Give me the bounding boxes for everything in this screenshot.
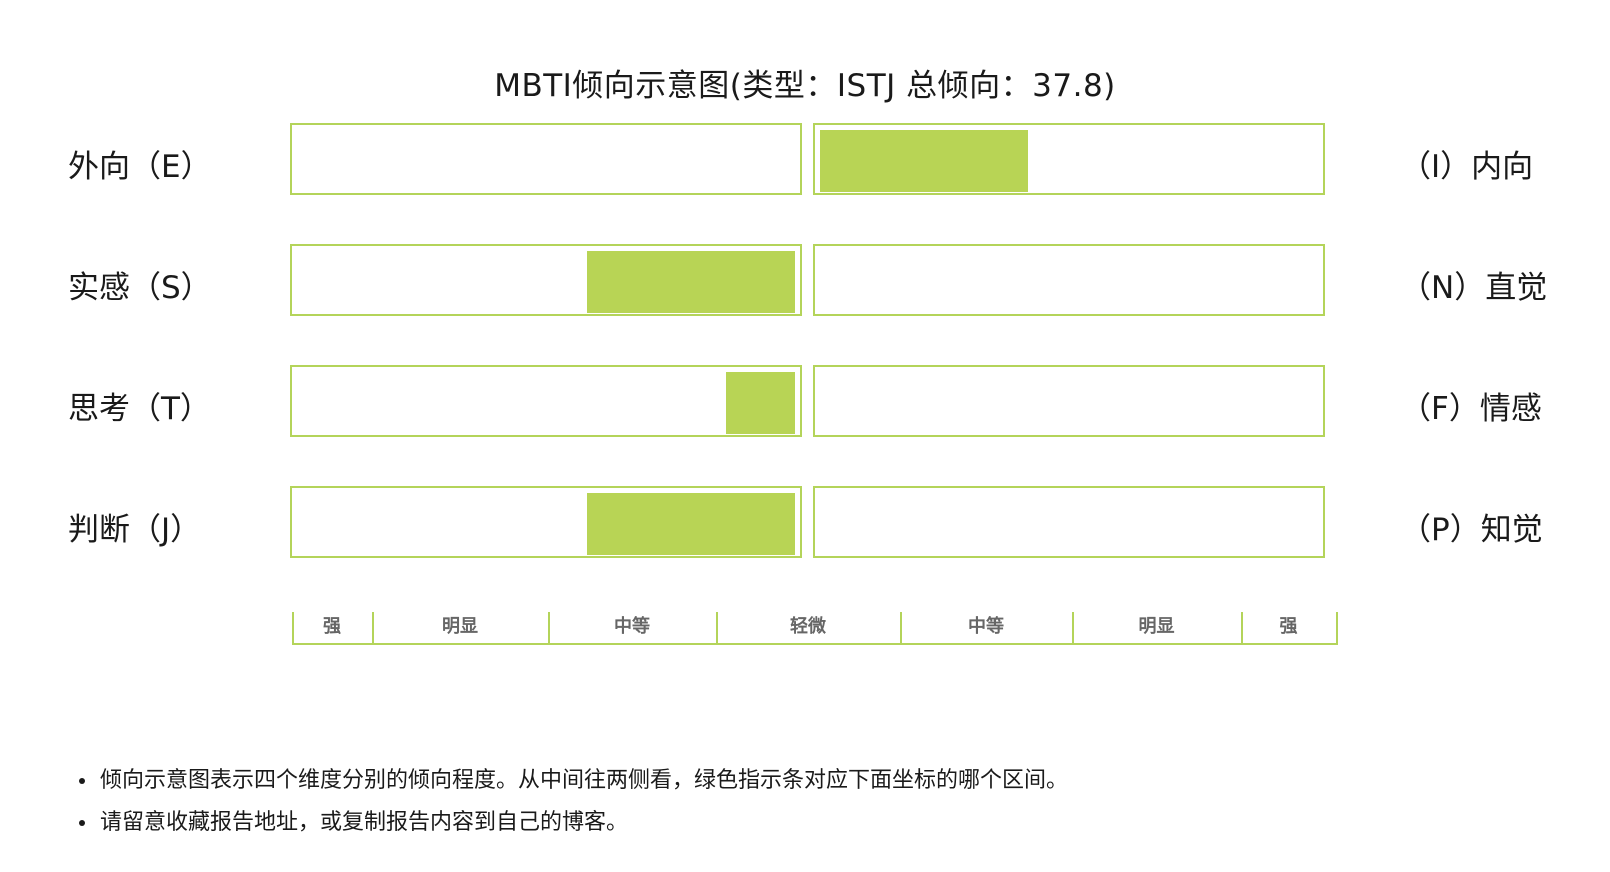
note-item: 倾向示意图表示四个维度分别的倾向程度。从中间往两侧看，绿色指示条对应下面坐标的哪… — [98, 760, 1068, 802]
scale-label: 轻微 — [790, 616, 826, 637]
bar-track-right — [813, 244, 1325, 316]
scale-tick — [900, 612, 902, 645]
dimension-left-label: 外向（E） — [68, 149, 212, 185]
tendency-bar — [726, 372, 795, 434]
tendency-bar — [820, 130, 1028, 192]
scale-baseline — [292, 643, 1338, 645]
dimension-left-label: 判断（J） — [68, 512, 202, 548]
dimension-left-label: 思考（T） — [68, 391, 211, 427]
scale-label: 强 — [1279, 616, 1298, 637]
scale-tick — [1241, 612, 1243, 645]
dimension-right-label: （I）内向 — [1400, 149, 1534, 185]
bar-track-left — [290, 123, 802, 195]
bar-track-left — [290, 244, 802, 316]
scale-tick — [548, 612, 550, 645]
scale-label: 强 — [323, 616, 341, 637]
bar-track-left — [290, 365, 802, 437]
note-item: 请留意收藏报告地址，或复制报告内容到自己的博客。 — [98, 802, 1068, 844]
tendency-bar — [587, 251, 795, 313]
bar-track-left — [290, 486, 802, 558]
scale-label: 明显 — [442, 616, 478, 637]
scale-tick — [1336, 612, 1338, 645]
scale-tick — [716, 612, 718, 645]
bar-track-right — [813, 486, 1325, 558]
tendency-bar — [587, 493, 795, 555]
dimension-right-label: （N）直觉 — [1400, 270, 1548, 306]
scale-tick — [372, 612, 374, 645]
dimension-right-label: （F）情感 — [1400, 391, 1542, 427]
scale-tick — [1072, 612, 1074, 645]
dimension-right-label: （P）知觉 — [1400, 512, 1543, 548]
scale-axis: 强 明显 中等 轻微 中等 明显 强 — [292, 606, 1338, 646]
scale-label: 明显 — [1138, 616, 1175, 637]
scale-label: 中等 — [968, 616, 1004, 637]
bar-track-right — [813, 365, 1325, 437]
dimension-left-label: 实感（S） — [68, 270, 212, 306]
notes-list: 倾向示意图表示四个维度分别的倾向程度。从中间往两侧看，绿色指示条对应下面坐标的哪… — [60, 760, 1068, 844]
bar-track-right — [813, 123, 1325, 195]
scale-label: 中等 — [614, 616, 650, 637]
scale-tick — [292, 612, 294, 645]
chart-title: MBTI倾向示意图(类型：ISTJ 总倾向：37.8) — [494, 68, 1116, 104]
